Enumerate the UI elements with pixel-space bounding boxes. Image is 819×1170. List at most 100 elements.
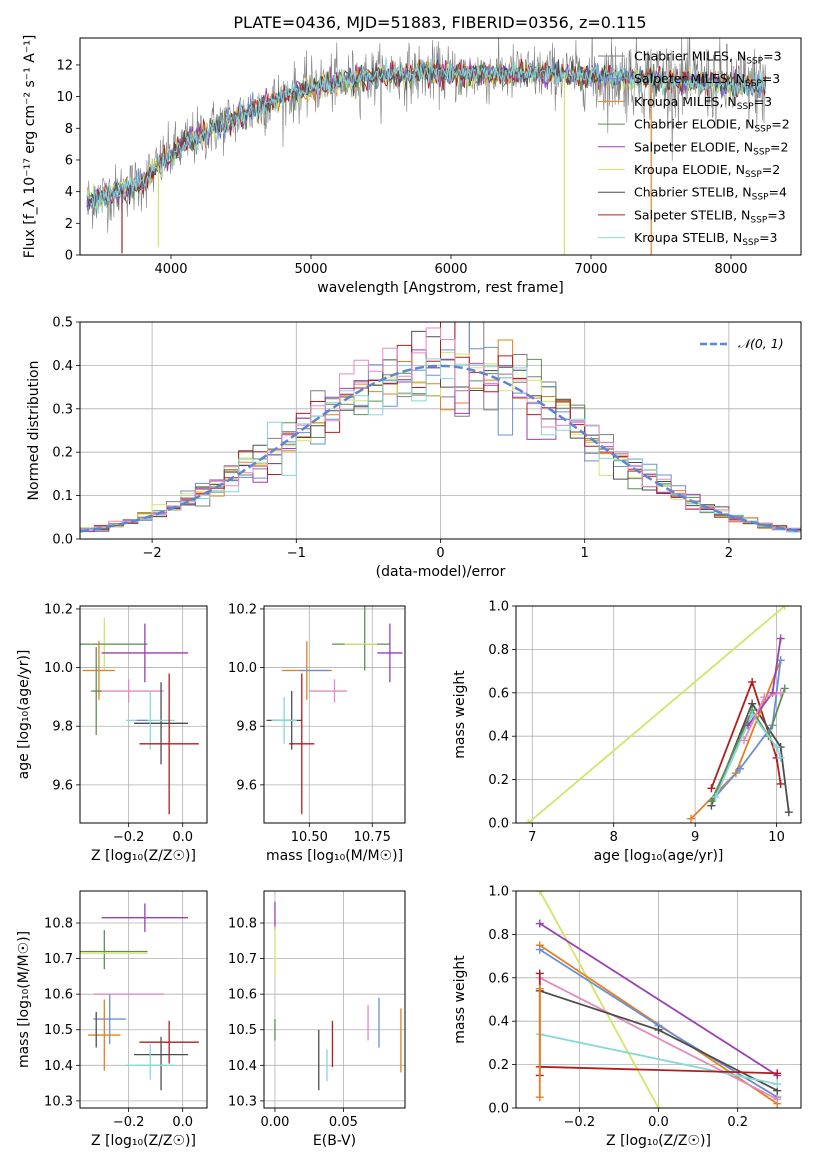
chart-spectrum: 4000 5000 6000 7000 8000 0 2 4 6 8 10 12 Chabrier MI… xyxy=(22,35,802,296)
chart-age-vs-mass: 10.50 10.75 9.6 9.8 10.0 10.2 mass [log₁₀(M/M☉… xyxy=(228,602,406,864)
legend-label: Kroupa MILES, NSSP=3 xyxy=(634,94,772,112)
x-tick-label: −0.2 xyxy=(564,1115,596,1130)
y-axis-label: mass weight xyxy=(452,670,468,759)
y-tick-label: 0.8 xyxy=(488,643,509,658)
y-tick-label: 10.0 xyxy=(44,661,73,676)
series-marker xyxy=(707,797,716,806)
x-tick-label: −1 xyxy=(287,546,306,561)
x-tick-label: 8000 xyxy=(714,262,747,277)
plot-area xyxy=(80,617,199,815)
series-marker xyxy=(776,688,785,697)
y-tick-label: 9.6 xyxy=(236,778,257,793)
series-marker xyxy=(772,743,781,752)
chart-residuals: −2 −1 0 1 2 0.0 0.1 0.2 0.3 0.4 0.5 𝒩(0, 1) (data-mo… xyxy=(26,316,802,580)
y-tick-label: 10.0 xyxy=(228,661,257,676)
series-marker xyxy=(735,764,744,773)
axes-frame xyxy=(515,890,802,1109)
x-tick-label: 4000 xyxy=(154,262,187,277)
legend-label: Salpeter ELODIE, NSSP=2 xyxy=(634,139,788,157)
y-tick-label: 0.4 xyxy=(52,359,73,374)
plot-area xyxy=(266,606,403,815)
x-axis-label: mass [log₁₀(M/M☉)] xyxy=(266,848,403,864)
y-tick-label: 1.0 xyxy=(488,885,509,900)
y-axis-label: Normed distribution xyxy=(26,361,42,501)
series-marker xyxy=(707,784,716,793)
plot-area xyxy=(524,606,793,823)
series-marker xyxy=(535,919,544,928)
axes-frame xyxy=(515,605,802,824)
series-marker xyxy=(773,1095,782,1104)
series-line xyxy=(539,1033,778,1085)
x-tick-label: −0.2 xyxy=(113,1115,145,1130)
series-line xyxy=(710,660,782,802)
x-tick-label: 0 xyxy=(436,546,444,561)
y-axis-label: mass [log₁₀(M/M☉)] xyxy=(16,931,32,1068)
y-tick-label: 10.4 xyxy=(44,1059,73,1074)
series-marker xyxy=(773,1080,782,1089)
y-tick-label: 10 xyxy=(56,90,73,105)
chart-age-vs-Z: −0.2 0.0 9.6 9.8 10.0 10.2 Z [log₁₀(Z/Z☉)] age … xyxy=(16,602,208,864)
x-tick-label: 0.0 xyxy=(648,1115,669,1130)
x-tick-label: 9 xyxy=(691,830,699,845)
y-tick-label: 0.6 xyxy=(488,971,509,986)
axes-frame xyxy=(263,890,406,1109)
series-marker xyxy=(776,634,785,643)
x-axis-label: wavelength [Angstrom, rest frame] xyxy=(317,280,563,296)
x-axis-label: Z [log₁₀(Z/Z☉)] xyxy=(606,1133,711,1149)
y-tick-label: 0.0 xyxy=(52,533,73,548)
legend-label: Salpeter MILES, NSSP=3 xyxy=(634,71,780,89)
x-tick-label: 2 xyxy=(725,546,733,561)
y-tick-label: 10.8 xyxy=(44,917,73,932)
axes-frame xyxy=(79,321,802,540)
x-tick-label: −2 xyxy=(143,546,162,561)
series-marker xyxy=(535,1093,544,1102)
spectrum-line xyxy=(86,59,767,208)
series-line xyxy=(690,659,782,820)
x-tick-label: 0.0 xyxy=(172,830,193,845)
series-line xyxy=(710,688,786,802)
series-line xyxy=(527,606,786,823)
y-tick-label: 12 xyxy=(56,58,73,73)
y-tick-label: 10.5 xyxy=(44,1023,73,1038)
x-axis-label: E(B-V) xyxy=(313,1133,356,1149)
y-tick-label: 0.8 xyxy=(488,928,509,943)
series-marker xyxy=(784,808,793,817)
y-tick-label: 9.8 xyxy=(236,720,257,735)
x-axis-label: (data-model)/error xyxy=(376,564,506,580)
chart-mass-vs-ebv: 0.00 0.05 10.3 10.4 10.5 10.6 10.7 10.8 E(B-V) xyxy=(228,890,406,1149)
x-tick-label: 10.75 xyxy=(354,830,391,845)
series-marker xyxy=(776,779,785,788)
y-tick-label: 10.2 xyxy=(44,602,73,617)
plot-area xyxy=(86,38,767,255)
legend-label: Salpeter STELIB, NSSP=3 xyxy=(634,207,786,225)
series-marker xyxy=(535,984,544,993)
series-marker xyxy=(748,710,757,719)
series-marker xyxy=(760,693,769,702)
y-tick-label: 4 xyxy=(65,185,73,200)
axes-frame xyxy=(263,605,406,824)
y-tick-label: 1.0 xyxy=(488,600,509,615)
axes-frame xyxy=(79,37,802,256)
y-axis-label: mass weight xyxy=(452,955,468,1044)
legend-label: Kroupa STELIB, NSSP=3 xyxy=(634,230,778,248)
y-tick-label: 10.2 xyxy=(228,602,257,617)
series-marker xyxy=(711,792,720,801)
y-tick-label: 10.3 xyxy=(44,1094,73,1109)
y-tick-label: 0.5 xyxy=(52,316,73,331)
x-tick-label: 8 xyxy=(610,830,618,845)
x-tick-label: 1 xyxy=(581,546,589,561)
x-tick-label: 0.00 xyxy=(260,1115,289,1130)
x-tick-label: 5000 xyxy=(294,262,327,277)
legend-label: Chabrier STELIB, NSSP=4 xyxy=(634,185,787,203)
series-line xyxy=(539,976,778,1101)
series-marker xyxy=(776,753,785,762)
series-marker xyxy=(524,819,533,823)
x-tick-label: 0.2 xyxy=(727,1115,748,1130)
spectrum-line xyxy=(86,53,767,215)
series-line xyxy=(539,922,778,1077)
y-tick-label: 0 xyxy=(65,249,73,264)
figure-title: PLATE=0436, MJD=51883, FIBERID=0356, z=0… xyxy=(233,13,646,32)
chart-mass-vs-Z: −0.2 0.0 10.3 10.4 10.5 10.6 10.7 10.8 Z [log₁₀(… xyxy=(16,890,208,1149)
y-tick-label: 0.0 xyxy=(488,817,509,832)
